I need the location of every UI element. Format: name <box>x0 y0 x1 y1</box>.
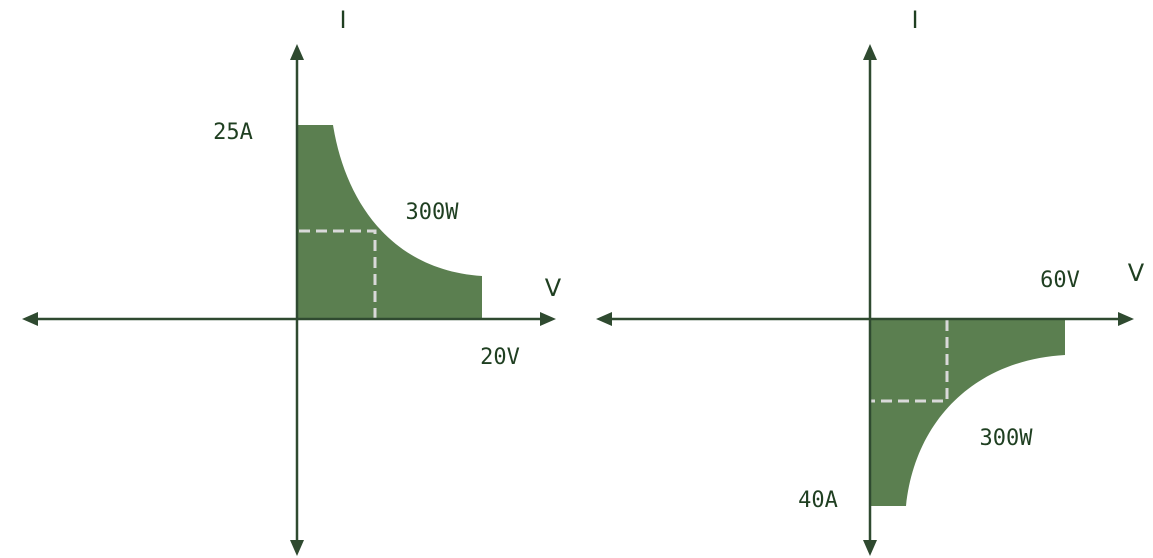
left-current-axis-label: I <box>339 6 346 34</box>
right-axis-arrow-down <box>863 540 877 556</box>
left-quadrant-panel: I V 25A 300W 20V <box>22 6 562 556</box>
left-power-label: 300W <box>406 200 460 225</box>
left-max-voltage-label: 20V <box>480 345 520 370</box>
left-axis-arrow-left <box>22 312 38 326</box>
right-max-voltage-label: 60V <box>1040 268 1080 293</box>
right-dashed-operating-point <box>871 320 949 403</box>
right-axis-arrow-right <box>1118 312 1134 326</box>
left-max-current-label: 25A <box>213 120 253 145</box>
right-voltage-axis-label: V <box>1128 259 1145 287</box>
left-axis-arrow-right <box>540 312 556 326</box>
left-axis-arrow-down <box>290 540 304 556</box>
left-axis-arrow-up <box>290 44 304 60</box>
right-current-axis-label: I <box>911 6 918 34</box>
right-axis-arrow-left <box>596 312 612 326</box>
right-power-label: 300W <box>980 426 1034 451</box>
right-operating-region <box>870 319 1065 506</box>
left-operating-region <box>297 125 482 319</box>
left-dashed-operating-point <box>299 229 377 318</box>
left-voltage-axis-label: V <box>545 274 562 302</box>
right-axis-arrow-up <box>863 44 877 60</box>
right-max-current-label: 40A <box>798 488 838 513</box>
right-quadrant-panel: I V 60V 300W 40A <box>596 6 1145 556</box>
